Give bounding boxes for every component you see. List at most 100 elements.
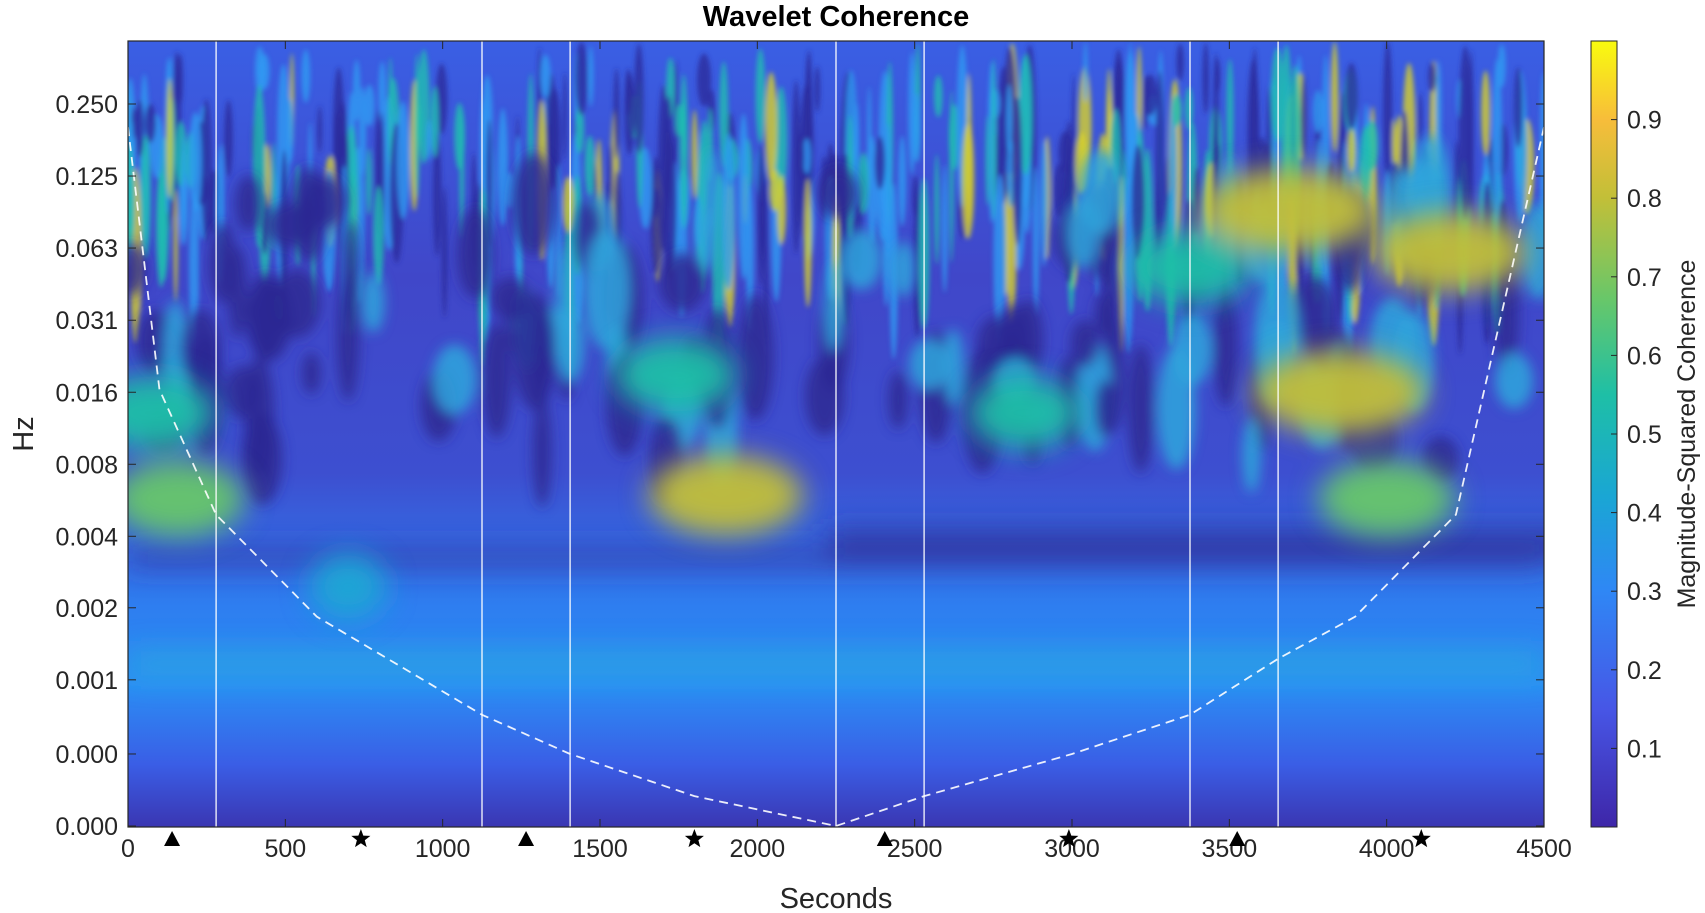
texture-streak <box>1300 73 1307 162</box>
texture-streak <box>912 175 920 218</box>
texture-streak <box>1185 87 1194 131</box>
texture-streak <box>948 104 959 171</box>
texture-blob <box>341 218 360 324</box>
cone-of-influence <box>128 126 1544 827</box>
texture-streak <box>1214 58 1221 94</box>
colorbar-tick-label: 0.7 <box>1627 264 1662 292</box>
vertical-markers <box>215 41 1279 827</box>
texture-streak <box>364 84 375 127</box>
y-tick-label: 0.000 <box>55 813 118 841</box>
texture-streak <box>634 43 644 154</box>
y-tick-label: 0.002 <box>55 595 118 623</box>
texture-blob <box>1070 319 1100 367</box>
texture-streak <box>757 144 764 287</box>
x-tick-label: 2000 <box>730 835 786 863</box>
y-tick-label: 0.063 <box>55 235 118 263</box>
x-tick-label: 4500 <box>1516 835 1572 863</box>
texture-streak <box>144 103 156 143</box>
heatmap-texture <box>128 41 1544 677</box>
colorbar-tick-label: 0.2 <box>1627 657 1662 685</box>
colorbar-tick-label: 0.9 <box>1627 107 1662 135</box>
texture-streak <box>769 169 781 212</box>
texture-streak <box>135 99 145 158</box>
texture-blob <box>555 245 572 370</box>
texture-streak <box>961 123 975 239</box>
texture-streak <box>548 88 561 190</box>
plot-area <box>128 41 1544 827</box>
texture-streak <box>1513 67 1523 148</box>
texture-streak <box>1176 43 1184 82</box>
texture-streak <box>333 67 345 194</box>
colorbar-tick-label: 0.8 <box>1627 185 1662 213</box>
texture-streak <box>1271 47 1284 142</box>
texture-streak <box>1202 42 1209 114</box>
y-tick-label: 0.125 <box>55 163 118 191</box>
texture-blob <box>362 271 385 333</box>
texture-streak <box>993 174 1007 345</box>
texture-streak <box>665 95 673 209</box>
event-markers <box>164 829 1431 848</box>
texture-streak <box>263 143 271 210</box>
texture-blob <box>840 229 882 290</box>
texture-streak <box>181 135 186 231</box>
texture-streak <box>874 136 886 190</box>
texture-blob <box>891 241 916 297</box>
texture-blob <box>1171 312 1212 386</box>
colorbar-tick-label: 0.5 <box>1627 421 1662 449</box>
texture-streak <box>1019 54 1033 176</box>
colorbar-label: Magnitude-Squared Coherence <box>1673 260 1701 609</box>
texture-streak <box>1032 167 1040 316</box>
texture-streak <box>1417 92 1423 143</box>
texture-blob <box>817 168 859 219</box>
texture-blob <box>888 370 908 429</box>
texture-blob <box>511 153 556 256</box>
texture-streak <box>1040 138 1048 267</box>
texture-streak <box>301 49 311 103</box>
x-tick-label: 0 <box>121 835 135 863</box>
texture-streak <box>166 78 173 198</box>
texture-streak <box>934 153 940 265</box>
texture-streak <box>562 176 574 233</box>
x-tick-label: 3500 <box>1202 835 1258 863</box>
texture-blob <box>457 207 494 299</box>
y-tick-label: 0.250 <box>55 91 118 119</box>
texture-streak <box>378 61 386 125</box>
texture-streak <box>802 138 811 174</box>
texture-blob <box>227 246 248 339</box>
texture-streak <box>1053 163 1066 218</box>
texture-blob <box>1257 320 1293 371</box>
texture-streak <box>1330 41 1339 153</box>
texture-streak <box>814 65 821 113</box>
texture-streak <box>625 68 632 116</box>
texture-streak <box>755 48 766 144</box>
texture-streak <box>575 41 588 116</box>
texture-streak <box>679 74 688 230</box>
texture-streak <box>1347 126 1356 172</box>
x-tick-label: 1000 <box>415 835 471 863</box>
texture-blob <box>1493 257 1520 375</box>
texture-streak <box>791 80 801 254</box>
y-axis-ticks: 0.000 0.000 0.001 0.002 0.004 0.008 0.016 0.031… <box>55 91 1544 841</box>
texture-streak <box>1012 97 1023 246</box>
texture-blob <box>658 253 707 312</box>
texture-streak <box>486 119 493 248</box>
texture-blob <box>1495 353 1533 409</box>
texture-streak <box>697 53 712 107</box>
texture-streak <box>1193 166 1200 238</box>
plot-frame <box>127 40 1545 828</box>
x-tick-label: 1500 <box>572 835 628 863</box>
texture-streak <box>1251 47 1258 203</box>
y-axis-label: Hz <box>8 416 40 451</box>
texture-streak <box>584 135 596 197</box>
texture-streak <box>934 75 943 118</box>
texture-blob <box>583 229 630 350</box>
texture-streak <box>941 164 948 293</box>
y-tick-label: 0.000 <box>55 741 118 769</box>
texture-blob <box>805 357 844 436</box>
texture-blob <box>302 352 321 395</box>
texture-streak <box>540 54 551 98</box>
texture-streak <box>286 99 294 164</box>
texture-streak <box>613 68 620 159</box>
texture-blob <box>1127 343 1154 473</box>
texture-blob <box>513 292 556 411</box>
